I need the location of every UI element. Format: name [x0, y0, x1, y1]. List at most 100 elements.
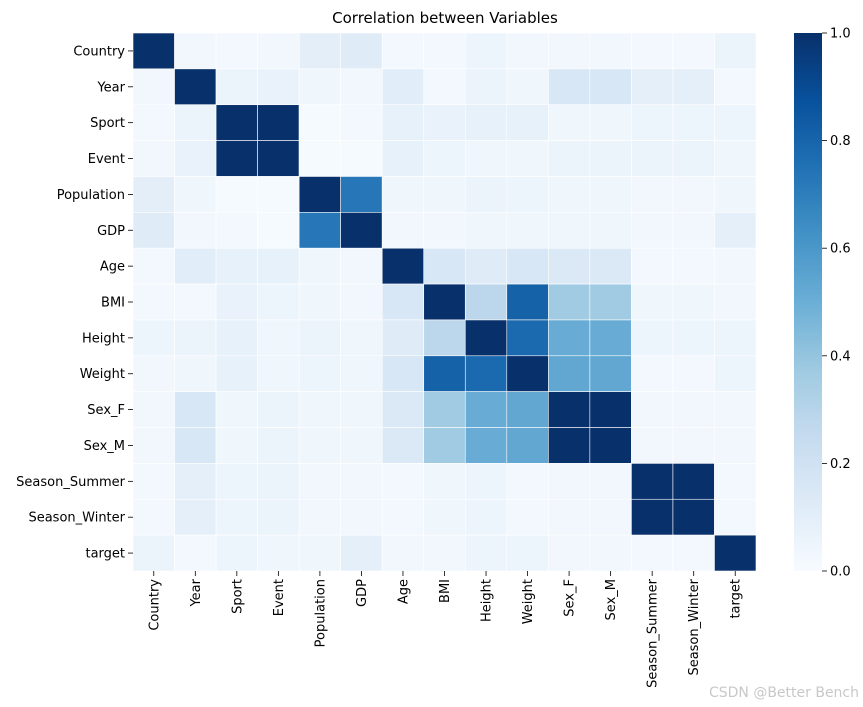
heatmap-cell-BMI-GDP — [340, 283, 383, 321]
heatmap-cell-Country-GDP — [340, 32, 383, 70]
heatmap-cell-Population-Population — [298, 176, 341, 213]
heatmap-cell-Event-BMI — [423, 140, 466, 177]
colorbar-gradient — [794, 33, 822, 571]
heatmap-cell-Event-Sex_M — [589, 140, 632, 177]
heatmap-cell-Season_Winter-Event — [257, 498, 300, 536]
x-tick-label-Age: Age — [396, 579, 411, 604]
heatmap-cell-Season_Winter-target — [714, 498, 757, 536]
y-tick-label-Season_Winter: Season_Winter — [28, 511, 125, 526]
heatmap-cell-Sport-Age — [381, 104, 425, 141]
heatmap-cell-BMI-Year — [174, 283, 217, 321]
colorbar-tick-label: 0.4 — [830, 349, 851, 364]
heatmap-cell-Sex_M-Season_Winter — [672, 427, 715, 464]
heatmap-cell-Height-Sex_M — [589, 319, 632, 357]
heatmap-cell-Season_Winter-Sex_M — [589, 498, 632, 536]
heatmap-cell-BMI-Population — [298, 283, 341, 321]
heatmap-cell-Sport-target — [714, 104, 757, 141]
heatmap-cell-BMI-BMI — [423, 283, 466, 321]
heatmap-cell-Sex_F-Height — [464, 391, 508, 428]
heatmap-cell-Height-Country — [132, 319, 175, 357]
heatmap-cell-Year-Year — [174, 68, 217, 106]
heatmap-cell-target-Sex_F — [548, 534, 591, 572]
heatmap-cell-Country-Year — [174, 32, 217, 70]
colorbar-tick-label: 0.0 — [830, 565, 851, 580]
heatmap-cell-Population-BMI — [423, 176, 466, 213]
heatmap-cell-Country-Weight — [506, 32, 549, 70]
heatmap-cell-Sex_M-Event — [257, 427, 300, 464]
heatmap-cell-Age-Season_Winter — [672, 247, 715, 285]
heatmap-cell-Season_Summer-Population — [298, 463, 341, 500]
x-tick-label-Population: Population — [313, 579, 328, 647]
heatmap-cell-BMI-target — [714, 283, 757, 321]
heatmap-cell-Year-Height — [464, 68, 508, 106]
heatmap-cell-GDP-Season_Winter — [672, 212, 715, 249]
heatmap-cell-Year-Sex_M — [589, 68, 632, 106]
heatmap-cell-BMI-Season_Summer — [631, 283, 674, 321]
heatmap-cell-Sport-Sex_F — [548, 104, 591, 141]
heatmap-cell-Event-Weight — [506, 140, 549, 177]
heatmap-cell-target-Weight — [506, 534, 549, 572]
colorbar-tick-label: 0.8 — [830, 134, 851, 149]
x-tick-label-Sex_F: Sex_F — [563, 579, 578, 617]
heatmap-cell-Weight-Population — [298, 355, 341, 392]
heatmap-cell-Weight-Height — [464, 355, 508, 392]
heatmap-cell-BMI-Sport — [215, 283, 258, 321]
heatmap-cell-Event-Event — [257, 140, 300, 177]
heatmap-cell-Age-Year — [174, 247, 217, 285]
heatmap-cell-target-Height — [464, 534, 508, 572]
heatmap-cell-Age-BMI — [423, 247, 466, 285]
heatmap-cell-BMI-Height — [464, 283, 508, 321]
heatmap-cell-Event-Season_Summer — [631, 140, 674, 177]
heatmap-cell-target-Sex_M — [589, 534, 632, 572]
heatmap-cell-Sex_M-BMI — [423, 427, 466, 464]
heatmap-cell-Weight-Sex_M — [589, 355, 632, 392]
heatmap-cell-Event-Height — [464, 140, 508, 177]
y-tick-label-Country: Country — [73, 44, 125, 59]
y-tick-label-Population: Population — [57, 188, 125, 203]
x-axis-tick-labels: Country Year Sport Event Population GDP Age BMI… — [147, 571, 744, 688]
heatmap-cell-Weight-Event — [257, 355, 300, 392]
heatmap-cell-Weight-target — [714, 355, 757, 392]
x-tick-label-Year: Year — [189, 578, 204, 607]
heatmap-cell-Population-Height — [464, 176, 508, 213]
heatmap-cell-Sex_F-Weight — [506, 391, 549, 428]
heatmap-cell-Country-Season_Summer — [631, 32, 674, 70]
x-tick-label-Weight: Weight — [521, 579, 536, 624]
heatmap-cell-Year-Event — [257, 68, 300, 106]
heatmap-cell-Year-GDP — [340, 68, 383, 106]
heatmap-cell-Country-Age — [381, 32, 425, 70]
heatmap-cell-Year-Weight — [506, 68, 549, 106]
heatmap-cell-Sex_M-Age — [381, 427, 425, 464]
heatmap-cell-Season_Winter-Sport — [215, 498, 258, 536]
heatmap-cell-Sex_M-Population — [298, 427, 341, 464]
heatmap-cell-Country-Sex_F — [548, 32, 591, 70]
heatmap-cell-Season_Winter-BMI — [423, 498, 466, 536]
heatmap-cell-Weight-Country — [132, 355, 175, 392]
heatmap-cell-Sport-Weight — [506, 104, 549, 141]
heatmap-cell-Weight-Season_Summer — [631, 355, 674, 392]
chart-title: Correlation between Variables — [332, 9, 558, 27]
heatmap-cell-Height-Age — [381, 319, 425, 357]
heatmap-cell-Country-Height — [464, 32, 508, 70]
heatmap-cell-Season_Summer-target — [714, 463, 757, 500]
heatmap-cell-GDP-Event — [257, 212, 300, 249]
heatmap-cell-Country-Country — [132, 32, 175, 70]
heatmap-cell-Year-Sex_F — [548, 68, 591, 106]
heatmap-cell-BMI-Age — [381, 283, 425, 321]
heatmap-cell-Event-GDP — [340, 140, 383, 177]
heatmap-cell-Country-target — [714, 32, 757, 70]
heatmap-cell-Season_Summer-Sex_M — [589, 463, 632, 500]
heatmap-cell-Weight-Season_Winter — [672, 355, 715, 392]
heatmap-cell-target-Season_Winter — [672, 534, 715, 572]
heatmap-cell-Age-Weight — [506, 247, 549, 285]
heatmap-cell-Season_Summer-Weight — [506, 463, 549, 500]
y-tick-label-Event: Event — [88, 152, 125, 167]
heatmap-cell-Season_Summer-GDP — [340, 463, 383, 500]
heatmap-cell-Country-Population — [298, 32, 341, 70]
heatmap-cell-Sex_M-Weight — [506, 427, 549, 464]
heatmap-cell-Weight-BMI — [423, 355, 466, 392]
heatmap-cell-Event-Year — [174, 140, 217, 177]
heatmap-cell-BMI-Country — [132, 283, 175, 321]
heatmap-cell-Weight-Sex_F — [548, 355, 591, 392]
heatmap-cell-Height-target — [714, 319, 757, 357]
